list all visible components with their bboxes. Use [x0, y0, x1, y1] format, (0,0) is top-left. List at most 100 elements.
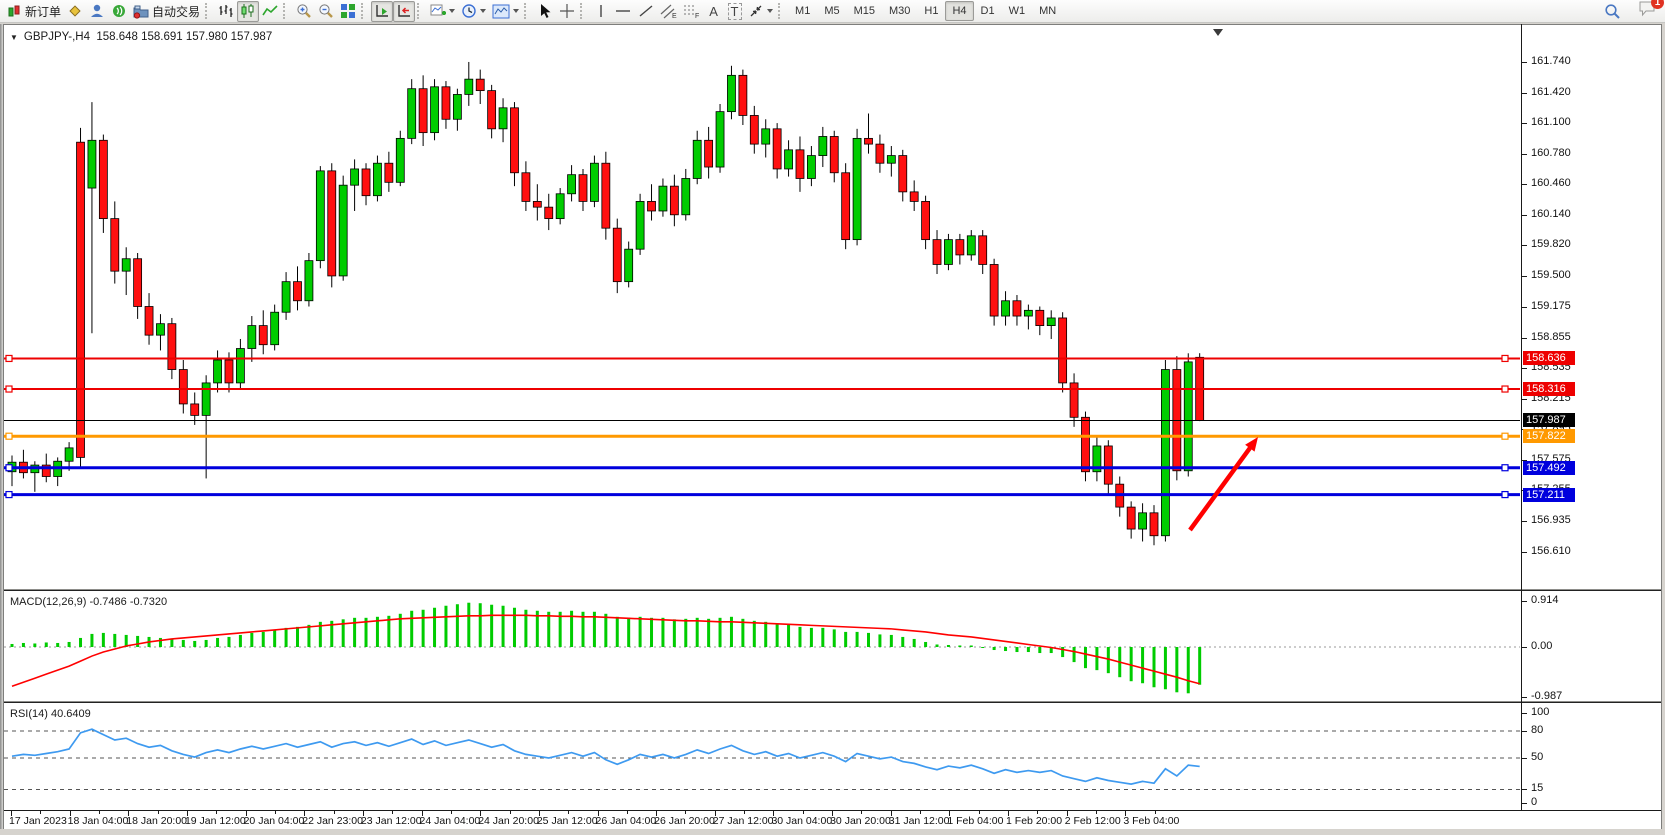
timeframe-w1-button[interactable]: W1: [1008, 5, 1026, 17]
candlestick-mode-button[interactable]: [237, 0, 260, 22]
line-handle[interactable]: [1501, 432, 1509, 440]
candle-down: [418, 88, 428, 134]
cursor-tool-button[interactable]: [534, 1, 556, 22]
zoom-out-button[interactable]: [315, 1, 337, 22]
market-watch-button[interactable]: [64, 1, 86, 22]
toolbar-grip: [361, 3, 367, 19]
line-handle[interactable]: [5, 490, 13, 499]
macd-histogram-bar: [558, 611, 562, 647]
crosshair-tool-button[interactable]: [556, 1, 578, 22]
timeframe-m30-button[interactable]: M30: [889, 5, 911, 17]
candle-down: [955, 239, 965, 256]
macd-histogram-bar: [1095, 647, 1099, 671]
trendline-tool-button[interactable]: [635, 1, 657, 22]
zoom-in-button[interactable]: [293, 1, 315, 22]
vertical-line-tool-button[interactable]: [590, 1, 611, 22]
signal-button[interactable]: [108, 1, 130, 22]
arrow-annotation-head[interactable]: [1245, 437, 1258, 452]
new-order-button[interactable]: 新订单: [4, 1, 64, 22]
line-handle[interactable]: [5, 464, 13, 472]
line-handle[interactable]: [1501, 354, 1509, 363]
candle-up: [784, 149, 793, 170]
chart-menu-triangle-icon[interactable]: ▼: [10, 33, 18, 42]
time-axis-tick: [186, 811, 188, 816]
arrows-tool-button[interactable]: [745, 1, 776, 22]
macd-histogram-bar: [250, 632, 254, 647]
text-label-tool-button[interactable]: T: [724, 1, 745, 22]
periods-button[interactable]: [458, 1, 489, 22]
chevron-down-icon: [513, 9, 520, 13]
candle-down: [875, 143, 885, 164]
price-line-badge[interactable]: 157.822: [1523, 429, 1575, 444]
time-axis-label: 18 Jan 20:00: [126, 815, 188, 827]
candle-up: [624, 248, 634, 283]
auto-trading-button[interactable]: 自动交易: [130, 1, 203, 22]
candle-up: [338, 184, 348, 277]
price-line-badge[interactable]: 157.211: [1523, 487, 1575, 502]
horizontal-line-tool-button[interactable]: [611, 1, 635, 22]
price-chart[interactable]: [4, 27, 1520, 590]
axis-tick: [1522, 647, 1527, 648]
auto-scroll-button[interactable]: [371, 0, 394, 22]
line-handle[interactable]: [1501, 490, 1509, 499]
profile-button[interactable]: [86, 1, 108, 22]
time-axis-minor-tick: [685, 811, 687, 814]
text-tool-button[interactable]: A: [703, 1, 724, 22]
line-handle[interactable]: [1501, 464, 1509, 472]
indicators-button[interactable]: [427, 1, 458, 22]
bar-chart-mode-button[interactable]: [215, 1, 237, 22]
timeframe-m15-button[interactable]: M15: [853, 5, 875, 17]
timeframe-h4-button[interactable]: H4: [945, 1, 974, 21]
timeframe-d1-button[interactable]: D1: [980, 5, 995, 17]
price-line-badge[interactable]: 158.316: [1523, 382, 1575, 397]
macd-histogram-bar: [261, 631, 265, 647]
line-handle[interactable]: [5, 432, 13, 440]
line-handle[interactable]: [5, 354, 13, 363]
candlestick-icon: [240, 3, 256, 19]
price-axis-tick-label: 156.610: [1531, 544, 1571, 557]
time-axis-minor-tick: [1037, 811, 1039, 814]
seal-icon: [67, 3, 83, 19]
price-axis-tick-label: 159.175: [1531, 299, 1571, 312]
tile-windows-button[interactable]: [337, 1, 359, 22]
templates-button[interactable]: [489, 1, 522, 22]
timeframe-m5-button[interactable]: M5: [824, 5, 840, 17]
trendline-icon: [638, 3, 654, 19]
zoom-out-icon: [318, 3, 334, 19]
timeframe-m1-button[interactable]: M1: [795, 5, 811, 17]
rsi-axis-tick-label: 80: [1531, 723, 1544, 736]
candle-down: [475, 78, 485, 92]
panel-separator[interactable]: [4, 589, 1661, 591]
macd-histogram-bar: [44, 642, 48, 647]
macd-histogram-bar: [1141, 647, 1145, 684]
price-line-badge[interactable]: 157.987: [1523, 413, 1575, 428]
fibonacci-tool-button[interactable]: F: [680, 1, 703, 22]
panel-separator[interactable]: [4, 701, 1661, 703]
price-line-badge[interactable]: 158.636: [1523, 351, 1575, 366]
line-handle[interactable]: [5, 385, 13, 393]
chart-shift-button[interactable]: [393, 0, 416, 22]
macd-histogram-bar: [627, 617, 631, 647]
macd-histogram-bar: [1026, 647, 1030, 653]
price-axis[interactable]: 161.740 161.420 161.100 160.780 160.460 160.1…: [1521, 24, 1665, 811]
line-chart-mode-button[interactable]: [259, 1, 281, 22]
search-button[interactable]: [1601, 1, 1624, 22]
candle-down: [1149, 512, 1159, 537]
line-handle[interactable]: [1501, 385, 1509, 393]
channel-tool-button[interactable]: E: [657, 1, 680, 22]
rsi-indicator-label: RSI(14) 40.6409: [10, 708, 91, 720]
timeframe-h1-button[interactable]: H1: [924, 5, 939, 17]
time-axis-tick: [714, 811, 716, 816]
macd-axis-tick-label: 0.00: [1531, 640, 1553, 652]
candle-down: [669, 185, 679, 216]
notifications-button[interactable]: 1: [1638, 0, 1664, 22]
time-axis[interactable]: 17 Jan 2023 18 Jan 04:00 18 Jan 20:00 19 Ja…: [4, 810, 1661, 829]
macd-histogram-bar: [490, 604, 494, 647]
arrow-annotation[interactable]: [1188, 442, 1256, 532]
price-line-badge[interactable]: 157.492: [1523, 460, 1575, 475]
timeframe-mn-button[interactable]: MN: [1039, 5, 1057, 17]
rsi-panel[interactable]: [4, 704, 1520, 810]
macd-panel[interactable]: [4, 592, 1520, 702]
time-axis-minor-tick: [274, 811, 276, 814]
chart-shift-marker[interactable]: [1213, 29, 1223, 36]
